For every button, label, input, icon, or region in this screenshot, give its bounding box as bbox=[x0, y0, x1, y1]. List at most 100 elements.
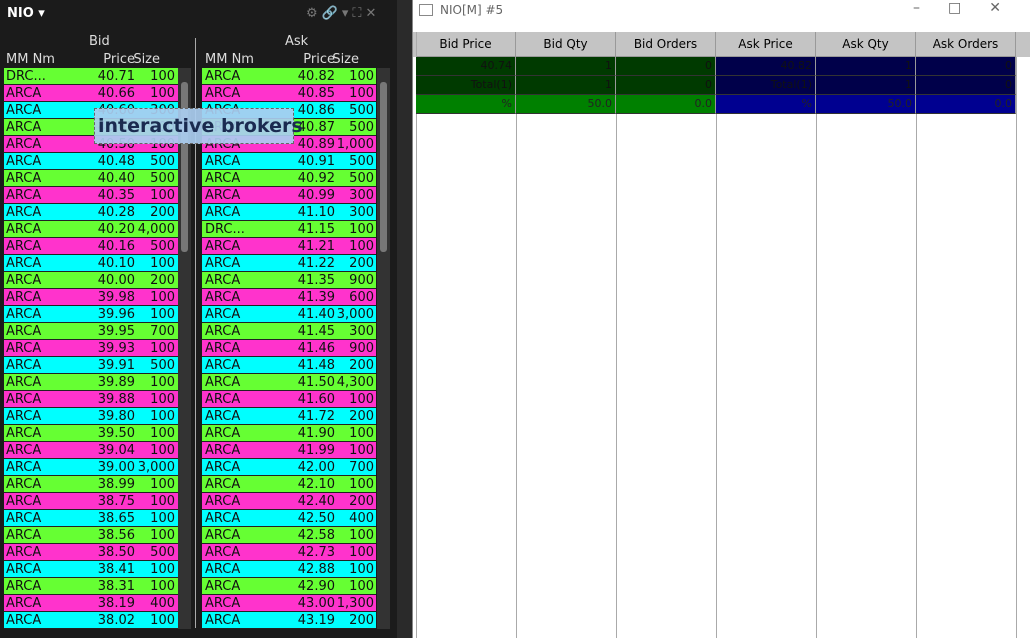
scroll-thumb[interactable] bbox=[380, 82, 387, 252]
book-row[interactable] bbox=[4, 527, 178, 544]
book-row[interactable] bbox=[202, 289, 376, 306]
book-row[interactable] bbox=[202, 272, 376, 289]
size: 300 bbox=[349, 205, 374, 220]
book-row[interactable] bbox=[4, 374, 178, 391]
book-row[interactable] bbox=[202, 442, 376, 459]
book-row[interactable] bbox=[4, 459, 178, 476]
book-row[interactable] bbox=[4, 578, 178, 595]
book-row[interactable] bbox=[202, 459, 376, 476]
book-row[interactable] bbox=[202, 238, 376, 255]
size: 100 bbox=[349, 86, 374, 101]
book-row[interactable] bbox=[4, 221, 178, 238]
book-row[interactable] bbox=[4, 442, 178, 459]
book-row[interactable] bbox=[202, 391, 376, 408]
book-row[interactable] bbox=[4, 544, 178, 561]
book-row[interactable] bbox=[202, 425, 376, 442]
book-row[interactable] bbox=[4, 425, 178, 442]
book-row[interactable] bbox=[4, 408, 178, 425]
book-row[interactable] bbox=[4, 68, 178, 85]
size: 100 bbox=[349, 579, 374, 594]
size: 100 bbox=[349, 562, 374, 577]
watermark-overlay: interactive brokers bbox=[94, 108, 303, 144]
size: 100 bbox=[349, 222, 374, 237]
book-row[interactable] bbox=[4, 476, 178, 493]
size: 1,300 bbox=[336, 596, 374, 611]
book-row[interactable] bbox=[4, 595, 178, 612]
book-row[interactable] bbox=[202, 187, 376, 204]
mm-name: ARCA bbox=[6, 596, 42, 611]
mm-name: ARCA bbox=[205, 69, 241, 84]
price: 42.58 bbox=[297, 528, 335, 543]
book-row[interactable] bbox=[202, 306, 376, 323]
book-row[interactable] bbox=[202, 323, 376, 340]
mm-name: ARCA bbox=[205, 239, 241, 254]
book-row[interactable] bbox=[4, 510, 178, 527]
window-title: NIO[M] #5 bbox=[440, 3, 504, 17]
size: 200 bbox=[349, 409, 374, 424]
price: 39.93 bbox=[97, 341, 135, 356]
book-row[interactable] bbox=[4, 204, 178, 221]
panel-icons[interactable]: ⚙🔗▾⛶✕ bbox=[306, 6, 381, 21]
book-row[interactable] bbox=[202, 68, 376, 85]
book-row[interactable] bbox=[4, 340, 178, 357]
book-row[interactable] bbox=[202, 595, 376, 612]
column-header: Size bbox=[133, 52, 160, 67]
book-row[interactable] bbox=[4, 187, 178, 204]
book-row[interactable] bbox=[202, 408, 376, 425]
book-row[interactable] bbox=[4, 255, 178, 272]
column-header[interactable]: Bid Orders bbox=[616, 32, 716, 57]
book-row[interactable] bbox=[202, 153, 376, 170]
size: 300 bbox=[349, 188, 374, 203]
column-header[interactable]: Ask Orders bbox=[916, 32, 1016, 57]
window-controls[interactable]: –□✕ bbox=[913, 0, 1029, 16]
book-row[interactable] bbox=[4, 612, 178, 629]
symbol-selector[interactable]: NIO ▾ bbox=[7, 6, 45, 21]
grid-line bbox=[516, 57, 517, 638]
book-row[interactable] bbox=[4, 357, 178, 374]
book-row[interactable] bbox=[202, 493, 376, 510]
book-row[interactable] bbox=[202, 612, 376, 629]
book-row[interactable] bbox=[4, 272, 178, 289]
mm-name: ARCA bbox=[205, 477, 241, 492]
mm-name: ARCA bbox=[205, 188, 241, 203]
column-header[interactable]: Ask Price bbox=[716, 32, 816, 57]
book-row[interactable] bbox=[202, 357, 376, 374]
book-row[interactable] bbox=[4, 306, 178, 323]
book-row[interactable] bbox=[4, 561, 178, 578]
book-row[interactable] bbox=[4, 238, 178, 255]
size: 100 bbox=[349, 528, 374, 543]
book-row[interactable] bbox=[4, 323, 178, 340]
column-header[interactable]: Bid Price bbox=[416, 32, 516, 57]
column-header[interactable]: Bid Qty bbox=[516, 32, 616, 57]
book-row[interactable] bbox=[202, 510, 376, 527]
book-row[interactable] bbox=[202, 476, 376, 493]
book-row[interactable] bbox=[4, 289, 178, 306]
scroll-thumb[interactable] bbox=[181, 82, 188, 252]
book-row[interactable] bbox=[202, 170, 376, 187]
price: 40.00 bbox=[97, 273, 135, 288]
book-row[interactable] bbox=[202, 561, 376, 578]
book-row[interactable] bbox=[202, 374, 376, 391]
book-row[interactable] bbox=[4, 170, 178, 187]
book-row[interactable] bbox=[202, 544, 376, 561]
size: 500 bbox=[349, 103, 374, 118]
price: 38.56 bbox=[97, 528, 135, 543]
column-header[interactable]: Ask Qty bbox=[816, 32, 916, 57]
book-row[interactable] bbox=[202, 221, 376, 238]
book-row[interactable] bbox=[4, 85, 178, 102]
size: 500 bbox=[150, 545, 175, 560]
book-row[interactable] bbox=[202, 85, 376, 102]
book-row[interactable] bbox=[4, 391, 178, 408]
mm-name: ARCA bbox=[205, 562, 241, 577]
price: 41.40 bbox=[297, 307, 335, 322]
book-row[interactable] bbox=[202, 204, 376, 221]
mm-name: ARCA bbox=[205, 171, 241, 186]
size: 200 bbox=[150, 273, 175, 288]
book-row[interactable] bbox=[4, 153, 178, 170]
book-row[interactable] bbox=[202, 527, 376, 544]
book-row[interactable] bbox=[202, 340, 376, 357]
size: 100 bbox=[150, 392, 175, 407]
book-row[interactable] bbox=[202, 255, 376, 272]
book-row[interactable] bbox=[4, 493, 178, 510]
book-row[interactable] bbox=[202, 578, 376, 595]
